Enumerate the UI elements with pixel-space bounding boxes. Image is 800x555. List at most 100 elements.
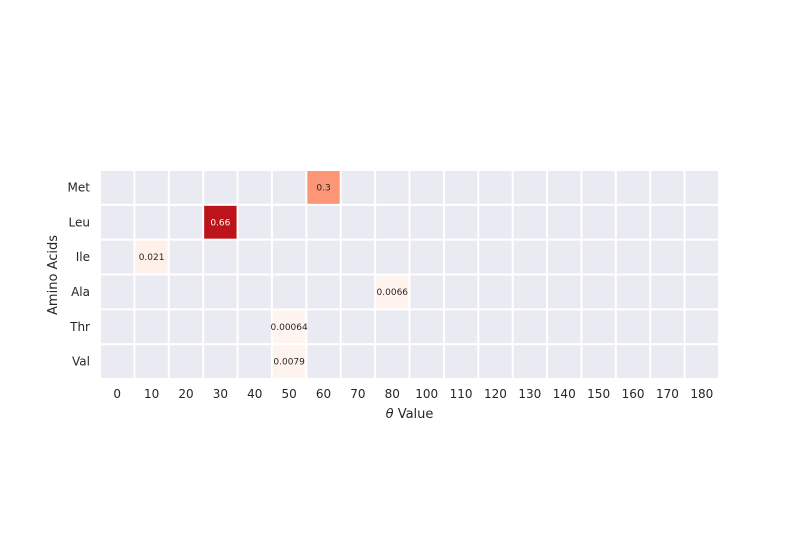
heatmap-cell-empty bbox=[238, 205, 271, 239]
cell-value-label: 0.0066 bbox=[377, 288, 409, 298]
x-tick-label: 10 bbox=[144, 387, 159, 401]
heatmap-cell-empty bbox=[341, 345, 375, 378]
x-tick-label: 120 bbox=[484, 387, 507, 401]
x-tick-label: 60 bbox=[316, 387, 331, 401]
y-tick-label: Ala bbox=[71, 285, 90, 299]
heatmap-cell-empty bbox=[135, 345, 168, 378]
heatmap-cell-empty bbox=[479, 345, 512, 378]
heatmap-cell-empty bbox=[616, 345, 650, 378]
heatmap-cell-empty bbox=[135, 275, 168, 309]
x-tick-label: 0 bbox=[113, 387, 121, 401]
x-tick-label: 30 bbox=[213, 387, 228, 401]
heatmap-cell-empty bbox=[479, 240, 512, 274]
heatmap-cell-empty bbox=[101, 205, 134, 239]
cell-value-label: 0.3 bbox=[316, 183, 330, 193]
x-tick-label: 160 bbox=[622, 387, 645, 401]
heatmap-cell-empty bbox=[444, 205, 478, 239]
heatmap-cell-empty bbox=[651, 345, 684, 378]
heatmap-cell-empty bbox=[341, 171, 375, 204]
heatmap-cell-empty bbox=[513, 240, 547, 274]
heatmap-cell-leu-30 bbox=[204, 205, 237, 239]
heatmap-cell-ile-10 bbox=[135, 240, 168, 274]
heatmap-cell-empty bbox=[204, 275, 237, 309]
cell-value-label: 0.00064 bbox=[271, 323, 308, 333]
heatmap-cell-val-50 bbox=[272, 345, 306, 378]
heatmap-cell-empty bbox=[169, 205, 203, 239]
heatmap-cell-empty bbox=[410, 275, 443, 309]
x-tick-label: 40 bbox=[247, 387, 262, 401]
heatmap-cell-empty bbox=[444, 310, 478, 344]
heatmap-cell-empty bbox=[582, 310, 615, 344]
heatmap-cell-empty bbox=[513, 345, 547, 378]
heatmap-cell-empty bbox=[307, 275, 340, 309]
heatmap-cell-empty bbox=[513, 310, 547, 344]
heatmap-cell-empty bbox=[204, 345, 237, 378]
heatmap-cell-empty bbox=[616, 205, 650, 239]
x-tick-label: 180 bbox=[690, 387, 713, 401]
cell-value-label: 0.0079 bbox=[273, 358, 305, 368]
x-axis-label-symbol: θ bbox=[386, 407, 394, 422]
heatmap-cell-empty bbox=[582, 205, 615, 239]
heatmap-cell-empty bbox=[685, 345, 718, 378]
x-tick-label: 110 bbox=[450, 387, 473, 401]
heatmap-cell-empty bbox=[410, 345, 443, 378]
heatmap-cell-empty bbox=[169, 171, 203, 204]
heatmap-cell-empty bbox=[582, 240, 615, 274]
heatmap-cell-empty bbox=[651, 275, 684, 309]
heatmap-cell-empty bbox=[651, 205, 684, 239]
heatmap-cell-empty bbox=[272, 171, 306, 204]
heatmap-cell-empty bbox=[548, 240, 581, 274]
heatmap-cell-empty bbox=[238, 345, 271, 378]
heatmap-cell-empty bbox=[238, 310, 271, 344]
heatmap-cell-empty bbox=[685, 205, 718, 239]
heatmap-cell-empty bbox=[479, 171, 512, 204]
heatmap-cell-empty bbox=[582, 171, 615, 204]
heatmap-cell-empty bbox=[101, 345, 134, 378]
heatmap-cell-empty bbox=[307, 240, 340, 274]
cell-value-label: 0.66 bbox=[210, 218, 230, 228]
heatmap-cell-empty bbox=[685, 275, 718, 309]
heatmap-cell-empty bbox=[616, 275, 650, 309]
heatmap-cell-empty bbox=[651, 171, 684, 204]
x-tick-label: 170 bbox=[656, 387, 679, 401]
y-axis-label: Amino Acids bbox=[46, 235, 61, 315]
heatmap-cell-empty bbox=[341, 310, 375, 344]
heatmap-cell-empty bbox=[204, 171, 237, 204]
heatmap-cell-empty bbox=[685, 240, 718, 274]
heatmap-cell-empty bbox=[204, 310, 237, 344]
heatmap-cell-empty bbox=[479, 205, 512, 239]
heatmap-cell-empty bbox=[101, 171, 134, 204]
x-tick-label: 150 bbox=[587, 387, 610, 401]
y-tick-label: Val bbox=[72, 355, 90, 369]
heatmap-cell-empty bbox=[513, 275, 547, 309]
heatmap-cell-empty bbox=[238, 275, 271, 309]
heatmap-cell-empty bbox=[101, 240, 134, 274]
heatmap-cell-empty bbox=[238, 171, 271, 204]
x-tick-label: 50 bbox=[281, 387, 296, 401]
heatmap-cell-empty bbox=[479, 275, 512, 309]
heatmap-cell-empty bbox=[307, 345, 340, 378]
x-axis-label-text: Value bbox=[398, 407, 434, 422]
heatmap-cell-empty bbox=[444, 240, 478, 274]
heatmap-cell-labels: 0.3 0.66 0.021 0.0066 0.00064 0.0079 bbox=[139, 183, 409, 367]
heatmap-cell-empty bbox=[376, 240, 409, 274]
cell-value-label: 0.021 bbox=[139, 253, 165, 263]
heatmap-cell-empty bbox=[548, 275, 581, 309]
heatmap-cell-empty bbox=[272, 240, 306, 274]
heatmap-cell-empty bbox=[444, 275, 478, 309]
heatmap-cell-empty bbox=[376, 310, 409, 344]
heatmap-cell-empty bbox=[410, 205, 443, 239]
y-tick-label: Leu bbox=[69, 215, 90, 229]
heatmap-cell-empty bbox=[616, 171, 650, 204]
x-tick-label: 80 bbox=[385, 387, 400, 401]
heatmap-cell-empty bbox=[341, 240, 375, 274]
heatmap-cell-empty bbox=[548, 171, 581, 204]
y-tick-label: Met bbox=[68, 180, 91, 194]
heatmap-cell-empty bbox=[444, 345, 478, 378]
x-tick-label: 130 bbox=[518, 387, 541, 401]
x-tick-labels: 0 10 20 30 40 50 60 70 80 100 110 120 130 140 150 160 17… bbox=[113, 387, 713, 401]
heatmap-cell-empty bbox=[616, 240, 650, 274]
heatmap-cell-empty bbox=[272, 275, 306, 309]
